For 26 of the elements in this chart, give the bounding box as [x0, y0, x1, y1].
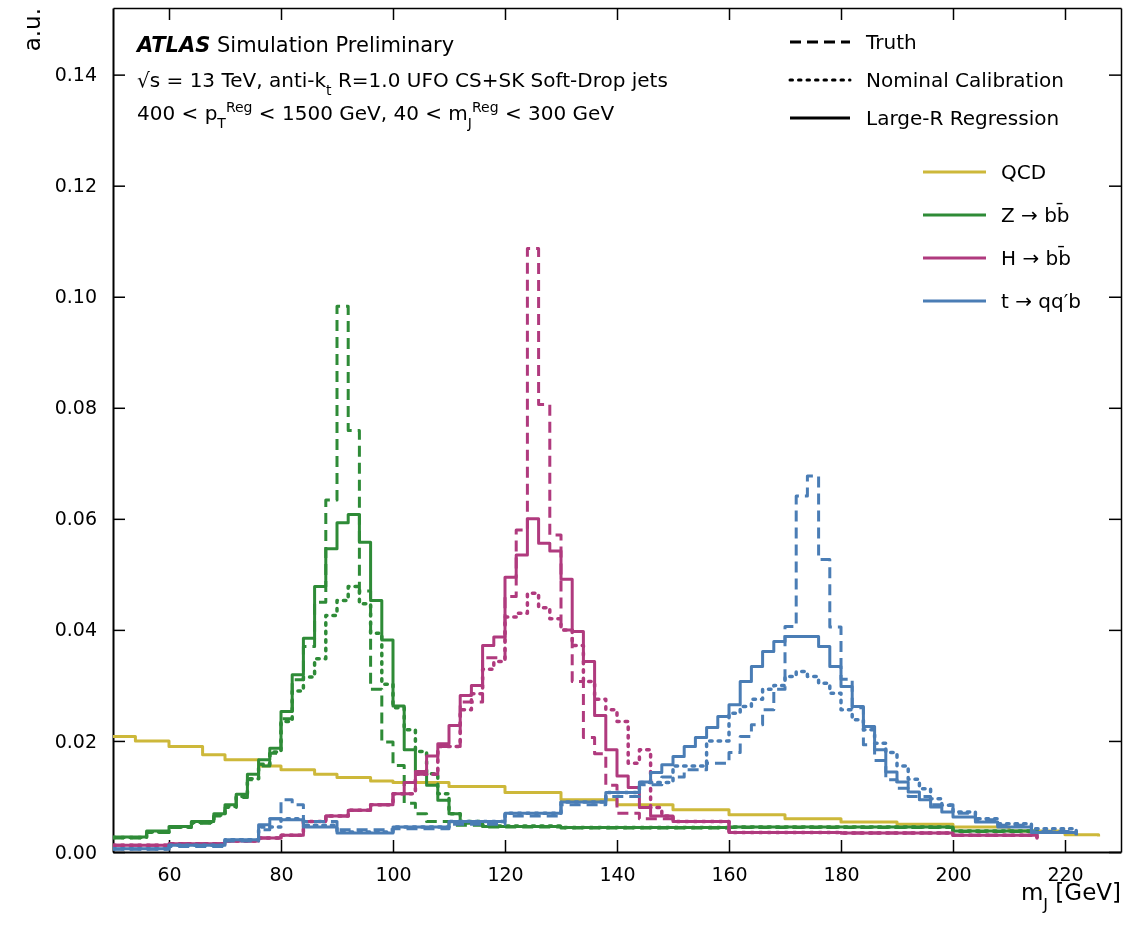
annotation: Nominal Calibration [866, 68, 1064, 92]
text: √s = 13 TeV, anti-k$_{t}$ R=1.0 UFO CS+SK Soft-Drop jets 400 < p$_{T}$$^{Reg}$ < 1500 GeV, 40 < m$_{J}$$^{Reg}$ < 300 GeV [137, 68, 668, 131]
y-tick-label: 0.06 [54, 507, 97, 530]
x-tick-label: 200 [935, 863, 972, 886]
x-tick-label: 180 [823, 863, 860, 886]
y-tick-label: 0.02 [54, 729, 97, 752]
legend-label: H → bb̄ [1001, 245, 1071, 270]
legend-label: t → qq′b [1001, 289, 1081, 313]
annotation: Large-R Regression [866, 106, 1060, 130]
y-axis-title: a.u. [19, 8, 45, 52]
y-tick-label: 0.12 [54, 174, 97, 197]
x-tick-label: 80 [269, 863, 294, 886]
x-tick-label: 60 [157, 863, 182, 886]
y-tick-label: 0.10 [54, 285, 97, 308]
x-tick-label: 100 [375, 863, 412, 886]
y-tick-label: 0.14 [54, 63, 97, 86]
y-tick-label: 0.04 [54, 618, 97, 641]
legend-label: QCD [1001, 160, 1047, 184]
y-tick-label: 0.00 [54, 840, 97, 863]
y-tick-label: 0.08 [54, 396, 97, 419]
annotation: Truth [865, 30, 917, 54]
x-tick-label: 120 [487, 863, 524, 886]
legend-label: Z → bb̄ [1001, 202, 1070, 227]
x-tick-label: 140 [599, 863, 636, 886]
x-tick-label: 160 [711, 863, 748, 886]
text: ATLAS Simulation Preliminary [135, 33, 455, 57]
